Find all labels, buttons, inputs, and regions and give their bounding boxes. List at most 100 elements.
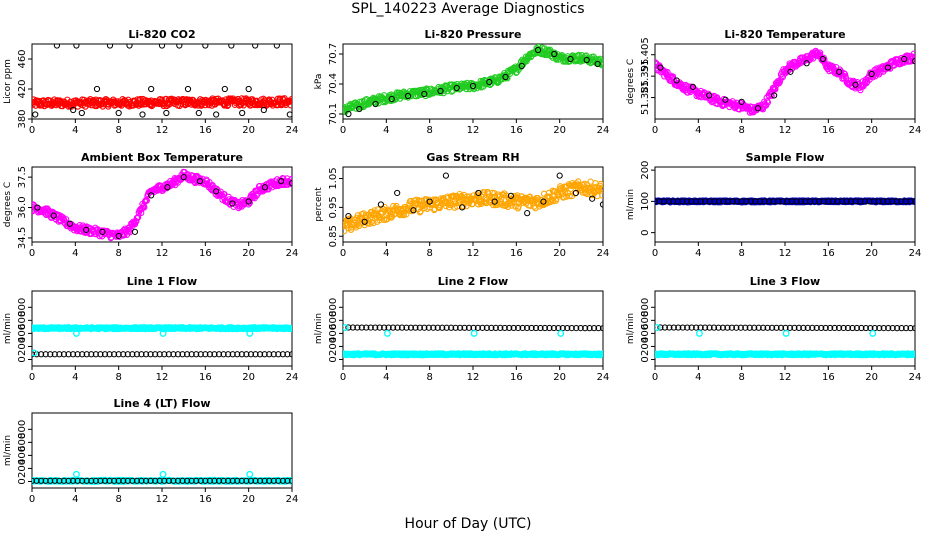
data-point [693, 324, 700, 331]
data-point [889, 198, 896, 205]
data-point [475, 189, 482, 197]
plot-area [655, 197, 915, 206]
data-point [358, 324, 365, 331]
data-point [170, 477, 177, 484]
x-tick-label: 12 [779, 125, 792, 136]
data-point [573, 325, 580, 332]
data-point [813, 324, 820, 332]
data-point [893, 198, 900, 205]
data-point [97, 351, 104, 358]
data-point [83, 226, 90, 233]
data-point [760, 324, 767, 331]
data-point [773, 324, 780, 331]
y-axis-label: degrees C [3, 182, 13, 227]
x-tick-label: 20 [242, 125, 255, 136]
data-point [156, 477, 163, 484]
data-point [403, 324, 410, 331]
data-point [743, 198, 750, 205]
data-point [72, 329, 80, 337]
data-point [252, 351, 259, 358]
data-point [131, 228, 139, 235]
data-point [834, 198, 841, 205]
data-point [486, 78, 493, 86]
y-tick-label: 1.05 [328, 167, 339, 189]
data-point [124, 351, 131, 358]
data-point [556, 186, 563, 193]
data-point [907, 325, 914, 332]
y-tick-label: 0.95 [328, 196, 339, 218]
x-tick-label: 8 [426, 125, 432, 136]
data-point [822, 324, 829, 332]
y-tick-label: 51.395 [640, 59, 651, 94]
data-point [345, 110, 352, 118]
plot-area [32, 324, 292, 358]
data-point [221, 190, 228, 198]
data-point [684, 324, 691, 331]
data-point [275, 351, 282, 358]
data-point [840, 324, 847, 332]
x-tick-label: 4 [695, 372, 701, 383]
data-point [737, 324, 744, 331]
x-tick-label: 20 [865, 372, 878, 383]
data-point [907, 198, 914, 205]
figure-title: SPL_140223 Average Diagnostics [351, 1, 585, 17]
data-point [746, 324, 753, 331]
data-point [590, 325, 598, 332]
y-axis-label: ml/min [626, 189, 636, 220]
data-point [101, 477, 109, 484]
data-point [349, 324, 356, 331]
data-point [268, 184, 276, 191]
data-point [377, 201, 385, 208]
data-point [688, 324, 695, 331]
data-point [436, 204, 443, 212]
data-point [706, 324, 713, 331]
data-point [120, 477, 127, 484]
data-point [256, 477, 264, 484]
data-point [483, 200, 490, 207]
data-point [491, 198, 498, 205]
data-point [252, 44, 259, 49]
data-point [728, 324, 735, 331]
data-point [97, 477, 104, 484]
y-tick-label: 460 [17, 49, 28, 68]
x-tick-label: 16 [510, 372, 523, 383]
data-point [356, 105, 363, 113]
data-point [79, 477, 86, 484]
data-point [448, 324, 455, 331]
data-point [764, 324, 771, 331]
y-tick-label: 200 [17, 459, 28, 478]
data-point [92, 351, 99, 358]
data-point [803, 60, 810, 67]
data-point [816, 198, 823, 205]
data-point [437, 87, 444, 95]
data-point [804, 324, 811, 331]
data-point [756, 198, 764, 205]
data-point [910, 50, 915, 57]
panel-title: Sample Flow [746, 151, 825, 164]
data-point [537, 324, 544, 332]
data-point [56, 477, 63, 484]
data-point [453, 84, 460, 92]
data-point [129, 477, 136, 484]
data-point [898, 325, 905, 332]
plot-area [343, 324, 603, 359]
data-point [764, 99, 772, 106]
y-tick-label: 36.0 [17, 196, 28, 218]
data-point [370, 219, 377, 227]
x-tick-label: 24 [286, 248, 299, 259]
data-point [722, 96, 729, 103]
y-tick-label: 0 [640, 356, 651, 362]
data-point [657, 64, 664, 71]
y-tick-label: 0.85 [328, 225, 339, 247]
panel-title: Gas Stream RH [426, 151, 519, 164]
y-axis-label: ml/min [314, 313, 324, 344]
data-point [555, 324, 562, 332]
data-point [485, 190, 492, 197]
data-point [751, 324, 758, 331]
data-point [152, 477, 159, 484]
data-point [202, 477, 209, 484]
data-point [164, 184, 171, 191]
data-point [737, 99, 744, 106]
